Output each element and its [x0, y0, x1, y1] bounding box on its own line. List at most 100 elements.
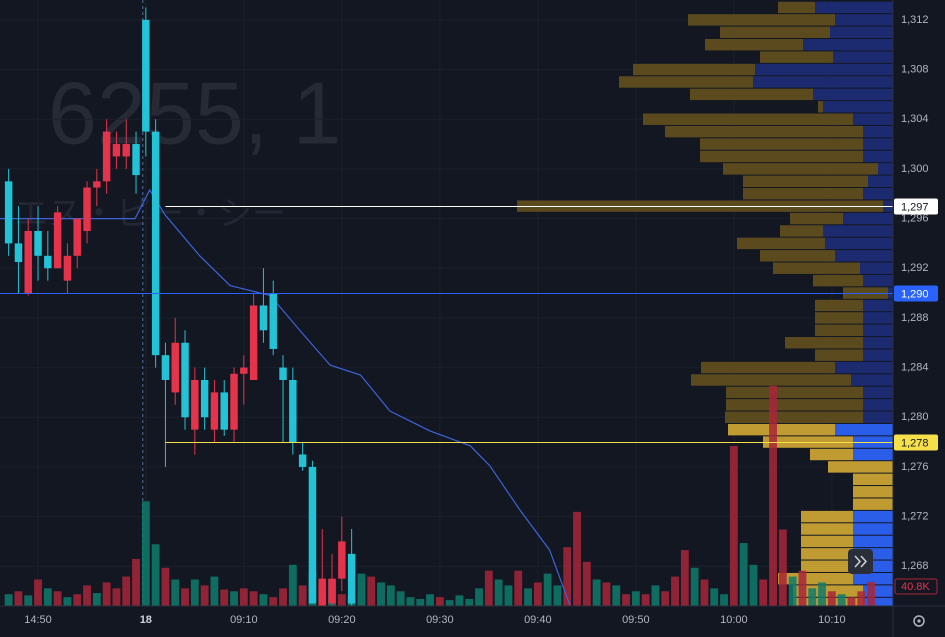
profile-down	[863, 399, 893, 411]
candle-body	[269, 293, 277, 349]
profile-down	[835, 14, 893, 26]
profile-up	[810, 448, 853, 461]
volume-bar	[63, 597, 72, 606]
profile-down	[878, 163, 893, 175]
volume-bar	[622, 594, 630, 606]
volume-bar	[357, 573, 366, 606]
profile-up	[815, 299, 863, 312]
volume-bar	[24, 595, 33, 606]
profile-down	[803, 38, 893, 51]
candle-body	[298, 454, 307, 467]
profile-up	[743, 175, 868, 188]
volume-bar	[220, 589, 229, 606]
settings-button[interactable]	[913, 615, 925, 627]
profile-up	[726, 386, 863, 399]
candle-body	[230, 373, 238, 430]
profile-up	[700, 150, 863, 163]
profile-up	[778, 1, 815, 14]
volume-bar	[337, 594, 346, 606]
profile-up	[780, 225, 823, 237]
profile-down	[823, 225, 893, 237]
volume-bar	[475, 588, 483, 606]
profile-down	[863, 349, 893, 361]
volume-bar	[504, 585, 513, 606]
volume-bar	[455, 595, 464, 606]
volume-bar	[161, 567, 170, 606]
candle-body	[171, 342, 179, 393]
y-tick-label: 1,304	[901, 113, 929, 125]
volume-bar	[249, 591, 258, 606]
volume-bar	[298, 585, 307, 606]
y-tick-label: 1,288	[901, 312, 929, 324]
profile-up	[760, 51, 833, 63]
settings-icon-dot	[917, 619, 921, 623]
candle-body	[200, 379, 209, 418]
volume-bar	[83, 585, 91, 606]
candle-body	[181, 342, 189, 418]
volume-bar	[827, 591, 836, 606]
profile-down	[863, 324, 893, 337]
candle-body	[220, 392, 228, 430]
profile-down	[753, 76, 893, 88]
profile-up	[701, 361, 835, 374]
candle-body	[308, 466, 317, 604]
profile-up	[853, 486, 893, 498]
candle-body	[132, 144, 140, 176]
y-tick-label: 1,276	[901, 461, 929, 473]
profile-up	[688, 14, 835, 26]
volume-bar	[612, 585, 621, 606]
candle-body	[151, 131, 160, 356]
profile-up	[778, 572, 853, 585]
y-tick-label: 1,312	[901, 14, 929, 26]
candle-body	[63, 255, 72, 281]
volume-bar	[92, 593, 101, 606]
volume-bar	[435, 597, 444, 606]
profile-down	[815, 1, 893, 14]
volume-bar	[43, 588, 52, 606]
candle-body	[14, 243, 23, 263]
volume-bar	[631, 591, 640, 606]
candle-body	[161, 355, 170, 380]
volume-bar	[837, 594, 846, 606]
volume-bar	[259, 594, 268, 606]
scroll-icon	[854, 555, 868, 568]
volume-bar	[592, 579, 601, 606]
x-tick-label: 10:00	[720, 614, 748, 626]
candle-body	[44, 255, 52, 269]
volume-bar	[239, 588, 248, 606]
profile-down	[853, 448, 893, 461]
profile-up	[690, 88, 813, 101]
volume-bar	[798, 570, 807, 606]
volume-bar	[288, 564, 297, 606]
profile-down	[851, 374, 893, 386]
x-tick-label: 14:50	[24, 614, 52, 626]
volume-bar	[102, 582, 111, 606]
volume-bar	[122, 576, 131, 606]
profile-down	[860, 262, 893, 274]
candle-body	[122, 144, 130, 157]
volume-bar	[867, 581, 875, 606]
profile-down	[863, 411, 893, 423]
volume-bar	[671, 576, 679, 606]
profile-down	[853, 523, 893, 535]
plot-area	[0, 0, 893, 606]
volume-tag-label: 40.8K	[901, 581, 930, 593]
volume-bar	[769, 385, 777, 606]
profile-down	[868, 175, 893, 188]
volume-bar	[151, 544, 160, 606]
volume-bar	[749, 564, 758, 606]
profile-down	[833, 51, 893, 63]
candle-body	[142, 19, 150, 132]
volume-bar	[553, 585, 562, 606]
settings-icon[interactable]	[913, 615, 925, 627]
scroll-button[interactable]	[848, 549, 873, 574]
candle-body	[347, 553, 356, 604]
volume-bar	[73, 594, 82, 606]
candle-body	[289, 379, 297, 443]
profile-up	[785, 337, 863, 349]
price-tag	[894, 434, 938, 451]
profile-down	[863, 150, 893, 163]
volume-bar	[53, 591, 62, 606]
profile-up	[700, 138, 863, 150]
